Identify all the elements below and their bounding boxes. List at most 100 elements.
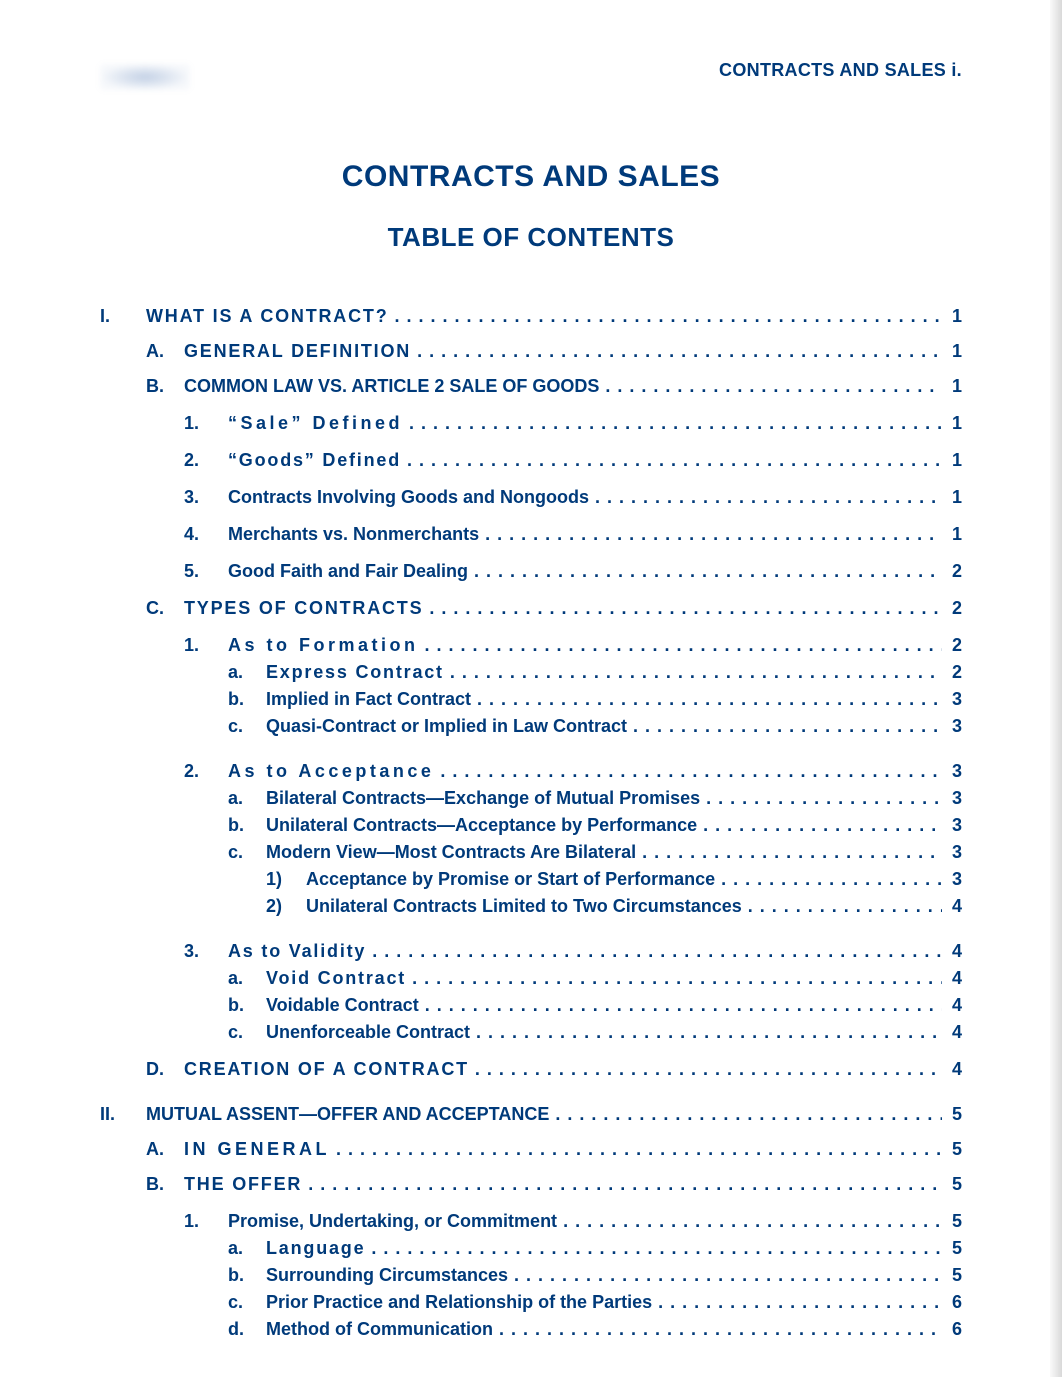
toc-page: 5 xyxy=(948,1171,962,1198)
toc-label: d. xyxy=(228,1316,266,1343)
toc-page: 1 xyxy=(948,521,962,548)
toc-page: 3 xyxy=(948,839,962,866)
toc-label: 1. xyxy=(184,410,228,437)
toc-page: 1 xyxy=(948,373,962,400)
toc-item: 4. Merchants vs. Nonmerchants 1 xyxy=(100,521,962,548)
toc-page: 4 xyxy=(948,1019,962,1046)
toc-label: c. xyxy=(228,1289,266,1316)
toc-label: a. xyxy=(228,965,266,992)
toc-label: a. xyxy=(228,1235,266,1262)
toc-title: Contracts Involving Goods and Nongoods xyxy=(228,484,589,511)
toc-page: 6 xyxy=(948,1316,962,1343)
toc-label: A. xyxy=(146,338,184,365)
toc-item: a. Void Contract 4 xyxy=(100,965,962,992)
toc-title: Voidable Contract xyxy=(266,992,419,1019)
toc-page: 3 xyxy=(948,785,962,812)
toc-label: c. xyxy=(228,713,266,740)
toc-leader-dots xyxy=(658,1289,942,1316)
toc-title: Bilateral Contracts—Exchange of Mutual P… xyxy=(266,785,700,812)
toc-item-subsection: D. CREATION OF A CONTRACT 4 xyxy=(100,1056,962,1083)
toc-title: Unenforceable Contract xyxy=(266,1019,470,1046)
toc-label: 1. xyxy=(184,632,228,659)
toc-title: Unilateral Contracts Limited to Two Circ… xyxy=(306,893,742,920)
toc-title: GENERAL DEFINITION xyxy=(184,338,411,365)
toc-leader-dots xyxy=(476,1019,942,1046)
toc-leader-dots xyxy=(748,893,942,920)
toc-title: “Goods” Defined xyxy=(228,447,401,474)
toc-page: 2 xyxy=(948,595,962,622)
toc-label: D. xyxy=(146,1056,184,1083)
toc-title: Language xyxy=(266,1235,365,1262)
toc-page: 2 xyxy=(948,632,962,659)
toc-page: 4 xyxy=(948,938,962,965)
toc-page: 3 xyxy=(948,812,962,839)
toc-page: 5 xyxy=(948,1235,962,1262)
toc-leader-dots xyxy=(409,410,942,437)
toc-label: b. xyxy=(228,812,266,839)
toc-label: A. xyxy=(146,1136,184,1163)
toc-leader-dots xyxy=(308,1171,942,1198)
toc-label: b. xyxy=(228,1262,266,1289)
publisher-logo xyxy=(100,64,190,90)
toc-item: b. Voidable Contract 4 xyxy=(100,992,962,1019)
toc-title: Quasi-Contract or Implied in Law Contrac… xyxy=(266,713,627,740)
toc-item: d. Method of Communication 6 xyxy=(100,1316,962,1343)
toc-label: B. xyxy=(146,1171,184,1198)
toc-label: 3. xyxy=(184,938,228,965)
toc-label: C. xyxy=(146,595,184,622)
toc-page: 3 xyxy=(948,713,962,740)
toc-item: a. Bilateral Contracts—Exchange of Mutua… xyxy=(100,785,962,812)
toc-leader-dots xyxy=(336,1136,942,1163)
toc-item: 2. “Goods” Defined 1 xyxy=(100,447,962,474)
toc-title: Express Contract xyxy=(266,659,444,686)
toc-page: 3 xyxy=(948,758,962,785)
toc-leader-dots xyxy=(372,938,942,965)
toc-label: 4. xyxy=(184,521,228,548)
toc-item-subsection: C. TYPES OF CONTRACTS 2 xyxy=(100,595,962,622)
toc-page: 3 xyxy=(948,866,962,893)
toc-title: MUTUAL ASSENT—OFFER AND ACCEPTANCE xyxy=(146,1101,549,1128)
toc-item: b. Unilateral Contracts—Acceptance by Pe… xyxy=(100,812,962,839)
toc-title: As to Formation xyxy=(228,632,419,659)
toc-page: 5 xyxy=(948,1136,962,1163)
toc-leader-dots xyxy=(425,992,942,1019)
toc-page: 3 xyxy=(948,686,962,713)
toc-leader-dots xyxy=(555,1101,942,1128)
toc-item: 5. Good Faith and Fair Dealing 2 xyxy=(100,558,962,585)
toc-title: Acceptance by Promise or Start of Perfor… xyxy=(306,866,715,893)
toc-title: “Sale” Defined xyxy=(228,410,403,437)
toc-leader-dots xyxy=(563,1208,942,1235)
toc-item: c. Quasi-Contract or Implied in Law Cont… xyxy=(100,713,962,740)
toc-page: 1 xyxy=(948,447,962,474)
toc-item: 1) Acceptance by Promise or Start of Per… xyxy=(100,866,962,893)
toc-title: CREATION OF A CONTRACT xyxy=(184,1056,469,1083)
toc-title: Unilateral Contracts—Acceptance by Perfo… xyxy=(266,812,697,839)
toc-leader-dots xyxy=(605,373,942,400)
toc-page: 5 xyxy=(948,1101,962,1128)
toc-title: Implied in Fact Contract xyxy=(266,686,471,713)
toc-leader-dots xyxy=(407,447,942,474)
toc-leader-dots xyxy=(477,686,942,713)
toc-label: 5. xyxy=(184,558,228,585)
toc-leader-dots xyxy=(417,338,942,365)
toc-item: 3. As to Validity 4 xyxy=(100,938,962,965)
toc-label: II. xyxy=(100,1101,146,1128)
toc-label: 2. xyxy=(184,447,228,474)
toc-leader-dots xyxy=(475,1056,942,1083)
toc-title: Method of Communication xyxy=(266,1316,493,1343)
toc-page: 1 xyxy=(948,338,962,365)
toc-title: WHAT IS A CONTRACT? xyxy=(146,303,389,330)
toc-leader-dots xyxy=(514,1262,942,1289)
toc-item: c. Prior Practice and Relationship of th… xyxy=(100,1289,962,1316)
toc-page: 2 xyxy=(948,659,962,686)
document-title: CONTRACTS AND SALES xyxy=(100,160,962,194)
toc-page: 1 xyxy=(948,303,962,330)
toc-title: TYPES OF CONTRACTS xyxy=(184,595,423,622)
toc-page: 4 xyxy=(948,965,962,992)
toc-page: 6 xyxy=(948,1289,962,1316)
toc-item: a. Language 5 xyxy=(100,1235,962,1262)
table-of-contents: I. WHAT IS A CONTRACT? 1 A. GENERAL DEFI… xyxy=(100,303,962,1343)
toc-item: b. Implied in Fact Contract 3 xyxy=(100,686,962,713)
toc-item-subsection: A. GENERAL DEFINITION 1 xyxy=(100,338,962,365)
toc-title: Surrounding Circumstances xyxy=(266,1262,508,1289)
